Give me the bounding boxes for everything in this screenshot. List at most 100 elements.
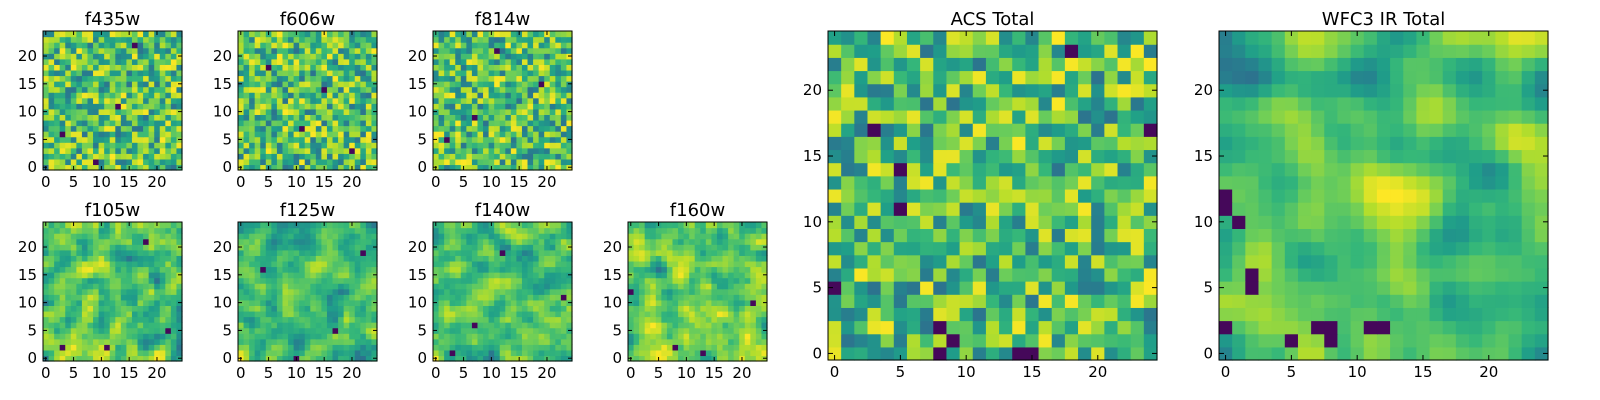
heatmap-cell [761,338,768,345]
heatmap-cell [354,233,361,240]
heatmap-cell [521,64,529,71]
heatmap-cell [733,272,740,279]
heatmap-cell [650,327,657,334]
heatmap-cell [650,244,657,251]
heatmap-cell [304,125,311,132]
heatmap-cell [70,238,77,245]
heatmap-cell [854,346,869,361]
heatmap-cell [65,58,72,65]
heatmap-cell [81,316,89,323]
heatmap-cell [321,260,328,268]
heatmap-cell [310,277,317,284]
heatmap-cell [466,164,473,171]
heatmap-cell [449,260,456,268]
heatmap-cell [1012,202,1026,216]
heatmap-cell [527,158,534,166]
heatmap-cell [499,272,506,279]
heatmap-cell [510,97,517,104]
heatmap-cell [354,58,361,65]
heatmap-cell [505,47,512,54]
heatmap-cell [310,47,317,54]
heatmap-cell [466,81,473,88]
heatmap-cell [449,119,456,127]
heatmap-cell [761,288,768,295]
heatmap-cell [471,69,479,77]
heatmap-cell [120,119,127,127]
heatmap-cell [293,64,300,71]
heatmap-cell [555,86,562,93]
heatmap-cell [449,283,456,290]
heatmap-cell [360,255,367,262]
heatmap-cell [143,249,150,256]
heatmap-cell [48,294,55,301]
heatmap-cell [516,69,523,77]
heatmap-cell [449,147,456,154]
heatmap-cell [148,266,155,273]
heatmap-cell [332,64,339,71]
heatmap-cell [249,244,256,251]
heatmap-cell [76,58,83,65]
heatmap-cell [494,294,501,301]
heatmap-cell [999,202,1013,216]
heatmap-cell [477,244,484,251]
heatmap-cell [176,119,183,127]
heatmap-cell [716,316,724,323]
x-tick-label: 10 [482,173,501,191]
heatmap-cell [449,299,456,306]
heatmap-cell [137,277,144,284]
heatmap-cell [449,69,456,77]
heatmap-cell [243,288,250,295]
heatmap-cell [87,272,94,279]
heatmap-cell [455,222,462,229]
heatmap-cell [254,327,261,334]
heatmap-cell [438,69,445,77]
heatmap-cell [93,260,100,268]
heatmap-cell [321,69,328,77]
heatmap-cell [455,299,462,306]
heatmap-cell [661,310,668,318]
heatmap-cell [438,36,445,43]
heatmap-cell [449,288,456,295]
heatmap-cell [549,277,556,284]
heatmap-cell [755,288,763,295]
heatmap-cell [455,305,462,312]
heatmap-cell [438,333,445,340]
heatmap-cell [304,153,311,160]
heatmap-cell [249,272,256,279]
heatmap-cell [655,294,662,301]
heatmap-cell [466,69,473,77]
heatmap-cell [87,86,94,93]
heatmap-cell [354,42,361,49]
heatmap-cell [254,31,261,38]
heatmap-cell [471,266,479,273]
heatmap-cell [455,136,462,143]
heatmap-cell [137,344,144,351]
heatmap-cell [510,233,517,240]
heatmap-cell [76,272,83,279]
heatmap-cell [705,249,712,256]
heatmap-cell [131,294,139,301]
heatmap-cell [115,227,122,234]
heatmap-cell [315,81,322,88]
heatmap-cell [120,31,127,38]
heatmap-cell [1078,215,1092,229]
heatmap-cell [716,327,724,334]
heatmap-cell [750,272,757,279]
heatmap-cell [93,277,100,284]
heatmap-cell [544,310,551,318]
heatmap-cell [70,92,77,99]
heatmap-cell [65,255,72,262]
heatmap-cell [1038,307,1053,322]
heatmap-cell [126,305,133,312]
heatmap-cell [265,327,272,334]
heatmap-cell [54,136,61,143]
heatmap-cell [104,58,111,65]
heatmap-cell [288,288,295,295]
heatmap-cell [360,108,367,115]
heatmap-cell [143,125,150,132]
heatmap-cell [109,58,116,65]
heatmap-cell [516,272,523,279]
heatmap-cell [238,255,245,262]
heatmap-cell [455,266,462,273]
heatmap-cell [549,119,556,127]
